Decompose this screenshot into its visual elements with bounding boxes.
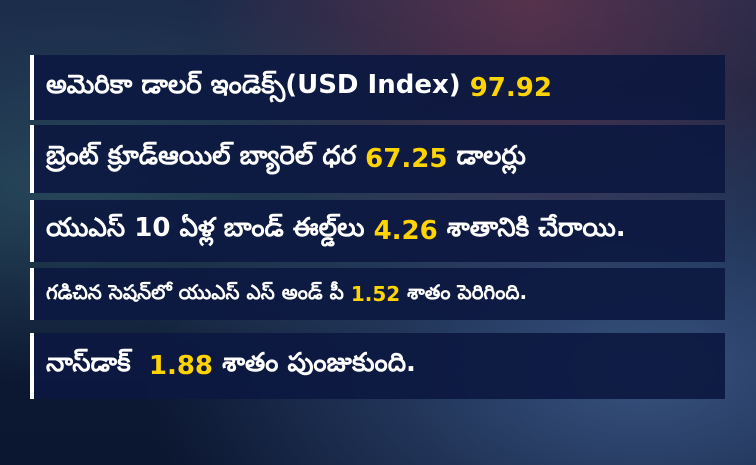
row-text: గడిచిన సెషన్‌లో యుఎస్ ఎస్ అండ్ పీ [46, 279, 351, 304]
info-row: నాస్‌డాక్ 1.88 శాతం పుంజుకుంది. [30, 333, 725, 399]
info-row: అమెరికా డాలర్ ఇండెక్స్(USD Index) 97.92 [30, 55, 725, 120]
row-text: శాతం పెరిగింది. [400, 279, 528, 304]
highlight-number: 4.26 [373, 216, 438, 246]
highlight-number: 1.88 [148, 351, 214, 381]
row-text: డాలర్లు [447, 141, 526, 171]
info-row: గడిచిన సెషన్‌లో యుఎస్ ఎస్ అండ్ పీ 1.52 శ… [30, 268, 725, 320]
highlight-number: 97.92 [469, 72, 552, 103]
highlight-number: 1.52 [350, 282, 401, 306]
row-text: బ్రెంట్ క్రూడ్ఆయిల్ బ్యారెల్ ధర [46, 141, 366, 171]
info-row: బ్రెంట్ క్రూడ్ఆయిల్ బ్యారెల్ ధర 67.25 డా… [30, 125, 725, 193]
info-row: యుఎస్ 10 ఏళ్ల బాండ్ ఈల్డ్‌లు 4.26 శాతాని… [30, 200, 725, 262]
row-text: శాతం పుంజుకుంది. [213, 348, 416, 378]
row-text: నాస్‌డాక్ [46, 348, 149, 378]
row-text: అమెరికా డాలర్ ఇండెక్స్(USD Index) [46, 69, 470, 100]
row-text: శాతానికి చేరాయి. [437, 213, 626, 243]
highlight-number: 67.25 [365, 144, 448, 174]
row-text: యుఎస్ 10 ఏళ్ల బాండ్ ఈల్డ్‌లు [46, 213, 374, 243]
